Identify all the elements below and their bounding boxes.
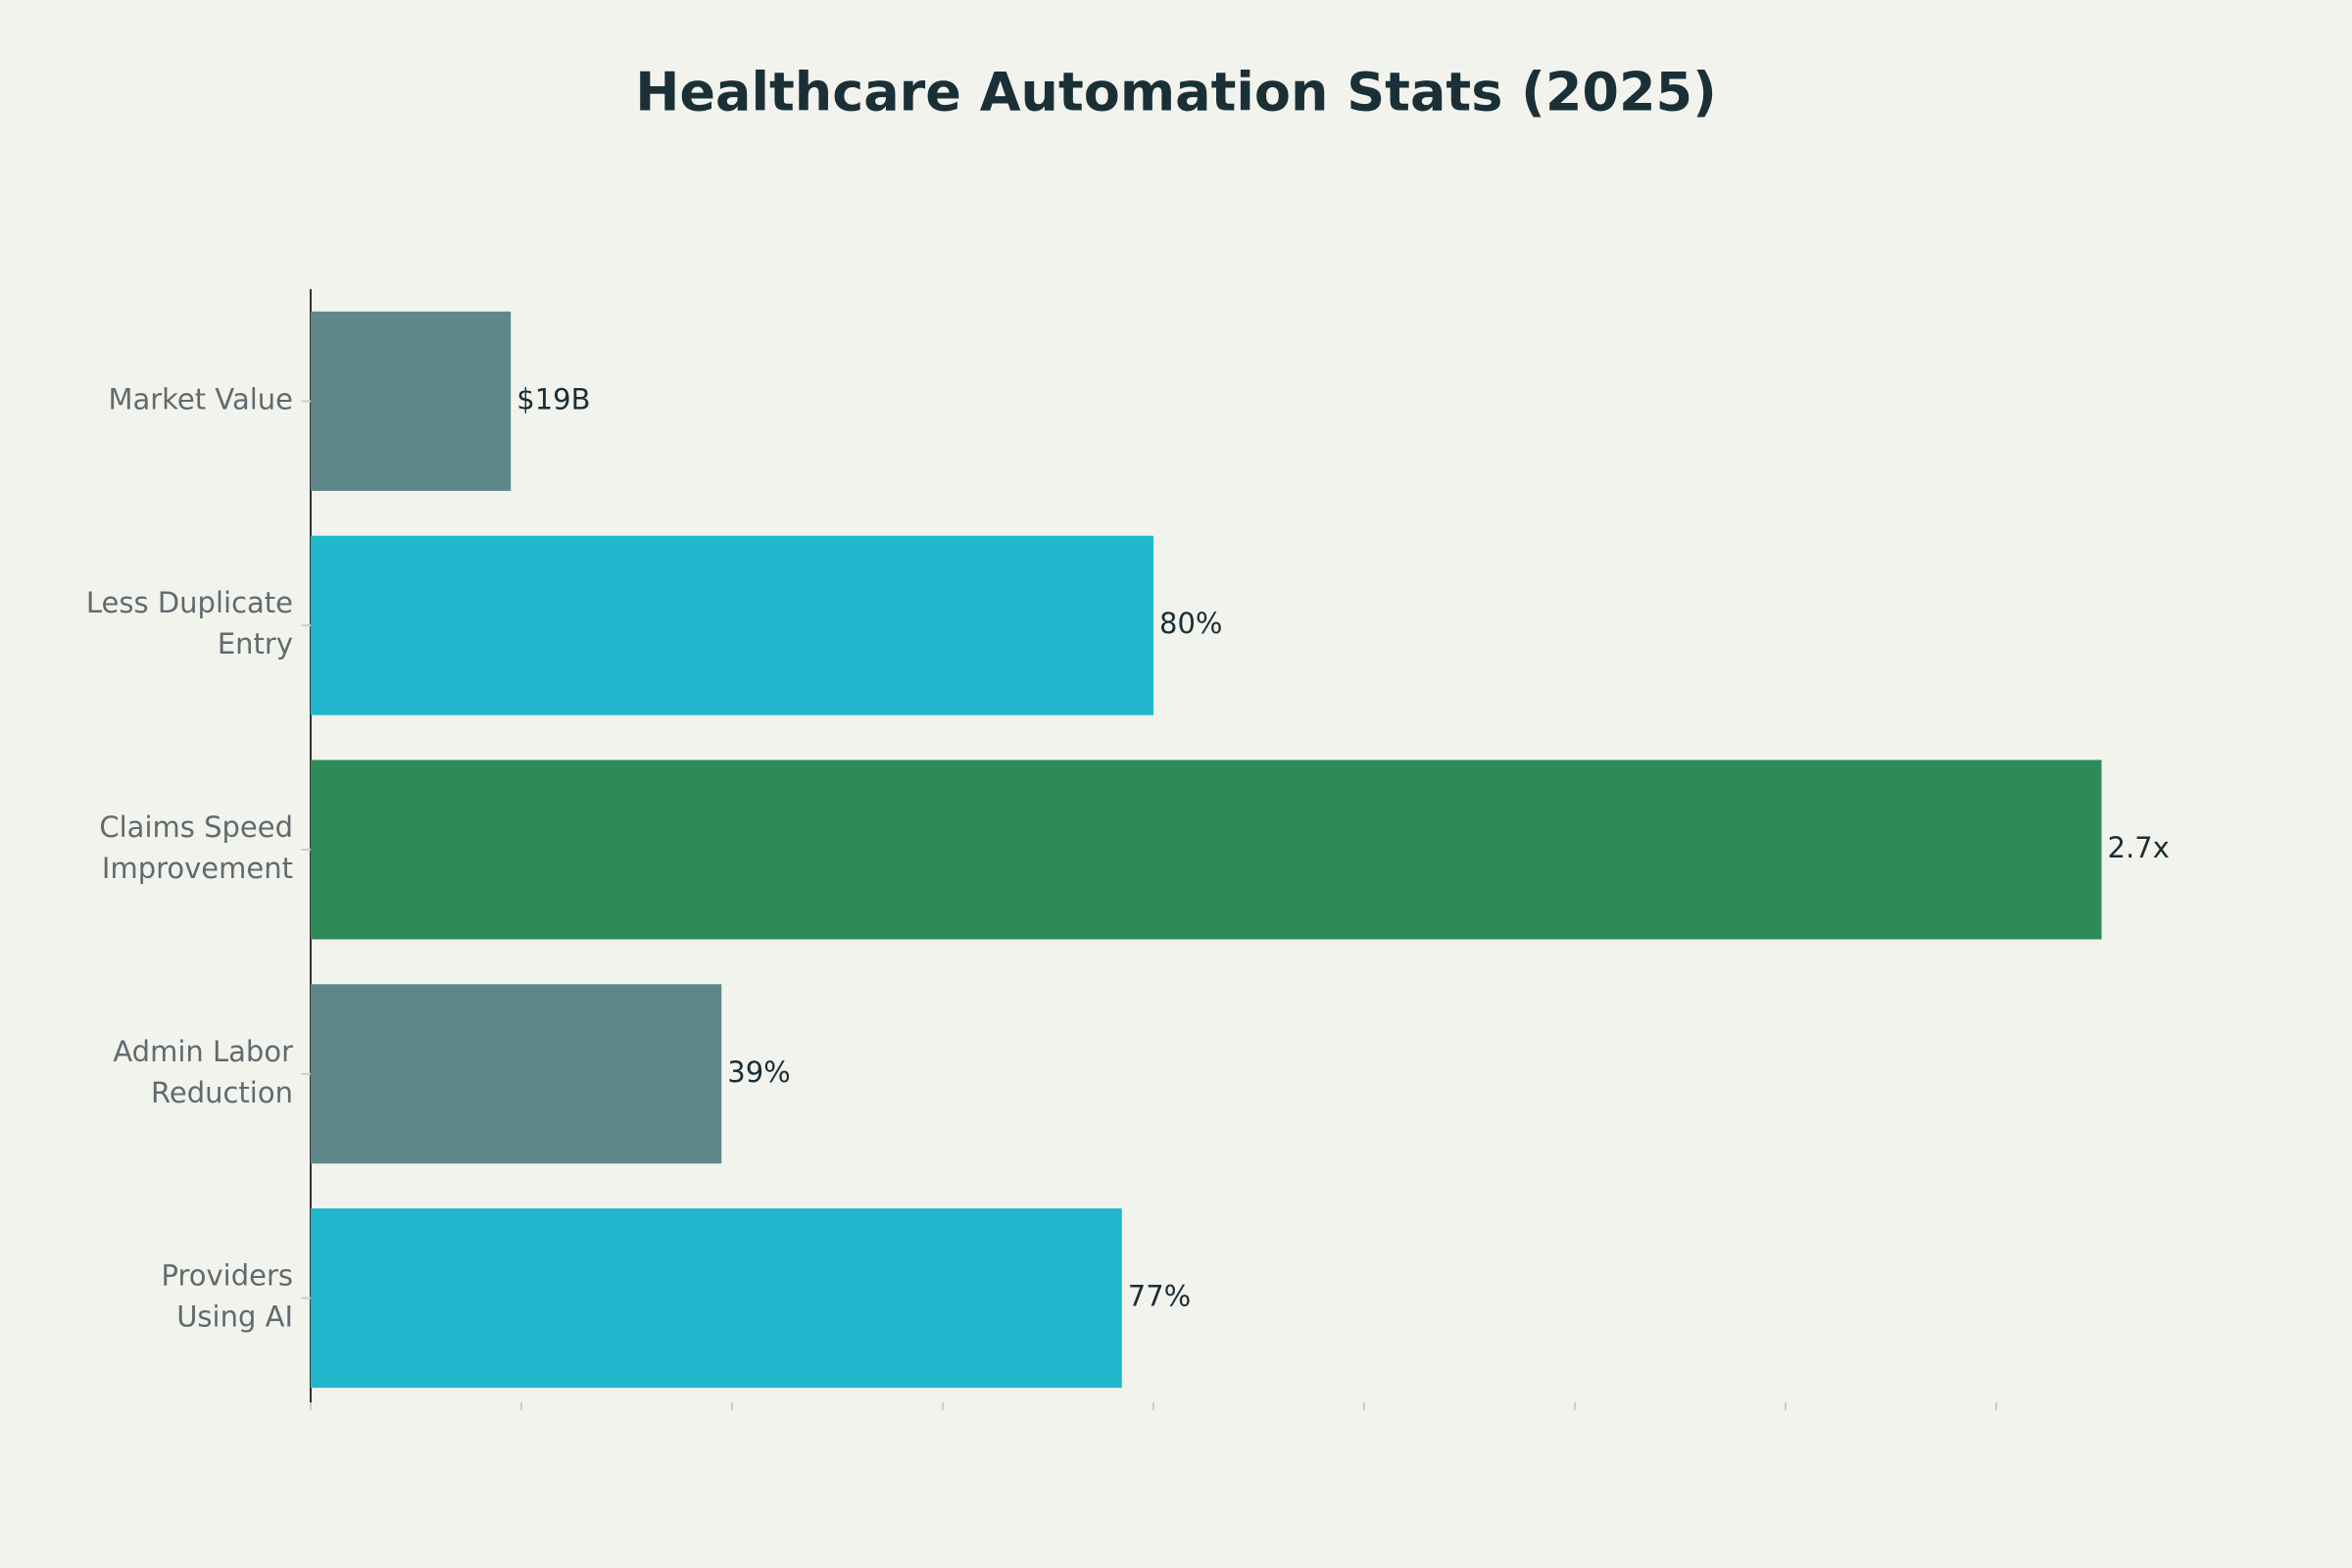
- value-label: 39%: [727, 1055, 790, 1089]
- bar: [311, 1208, 1122, 1389]
- value-label: 2.7x: [2108, 831, 2170, 864]
- y-tick-label: Market Value: [108, 382, 293, 416]
- bar: [311, 984, 722, 1164]
- bar: [311, 311, 512, 491]
- value-label: 80%: [1159, 607, 1222, 640]
- value-label: 77%: [1128, 1280, 1191, 1313]
- y-tick-label: Less Duplicate Entry: [86, 586, 293, 661]
- y-tick-label: Providers Using AI: [161, 1259, 293, 1334]
- value-label: $19B: [516, 382, 590, 416]
- chart-title: Healthcare Automation Stats (2025): [635, 62, 1717, 123]
- y-tick-label: Admin Labor Reduction: [113, 1035, 293, 1109]
- y-tick-label: Claims Speed Improvement: [99, 810, 293, 885]
- bar: [311, 760, 2102, 940]
- bar: [311, 535, 1153, 715]
